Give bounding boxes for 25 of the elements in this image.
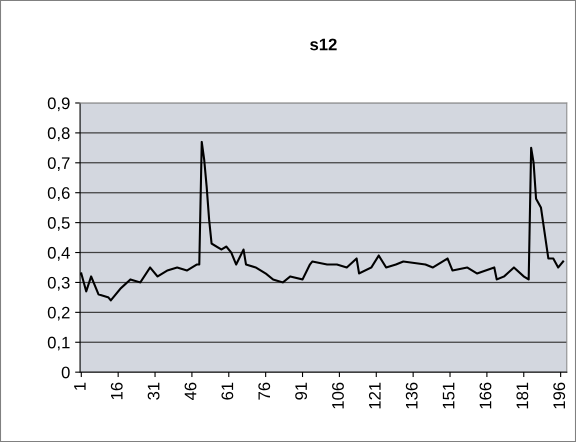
y-tick-label: 0,9 bbox=[48, 97, 70, 112]
x-tick-label: 16 bbox=[110, 382, 123, 400]
x-tick-label: 91 bbox=[295, 382, 308, 400]
x-tick-label: 136 bbox=[406, 382, 418, 408]
x-tick-label: 196 bbox=[553, 382, 566, 408]
x-tick-label: 31 bbox=[148, 382, 160, 400]
x-tick-label: 121 bbox=[368, 382, 381, 408]
x-tick-label: 76 bbox=[258, 382, 270, 400]
x-tick-label: 106 bbox=[332, 382, 344, 408]
x-tick-label: 1 bbox=[74, 382, 86, 390]
y-tick-label: 0,1 bbox=[48, 336, 70, 350]
x-tick-label: 166 bbox=[480, 382, 492, 408]
x-tick-label: 181 bbox=[516, 382, 528, 408]
chart-title: s12 bbox=[310, 38, 337, 50]
y-tick-label: 0,8 bbox=[48, 127, 70, 142]
x-tick-label: 61 bbox=[221, 382, 234, 400]
x-tick-label: 151 bbox=[442, 382, 454, 408]
y-tick-label: 0,3 bbox=[48, 276, 70, 291]
y-tick-label: 0,6 bbox=[48, 187, 70, 201]
y-tick-label: 0,7 bbox=[48, 157, 70, 171]
y-tick-label: 0,2 bbox=[48, 306, 70, 321]
x-tick-label: 46 bbox=[184, 382, 196, 400]
y-tick-label: 0,4 bbox=[48, 246, 70, 261]
y-tick-label: 0,5 bbox=[48, 217, 70, 231]
y-tick-label: 0 bbox=[62, 366, 70, 378]
